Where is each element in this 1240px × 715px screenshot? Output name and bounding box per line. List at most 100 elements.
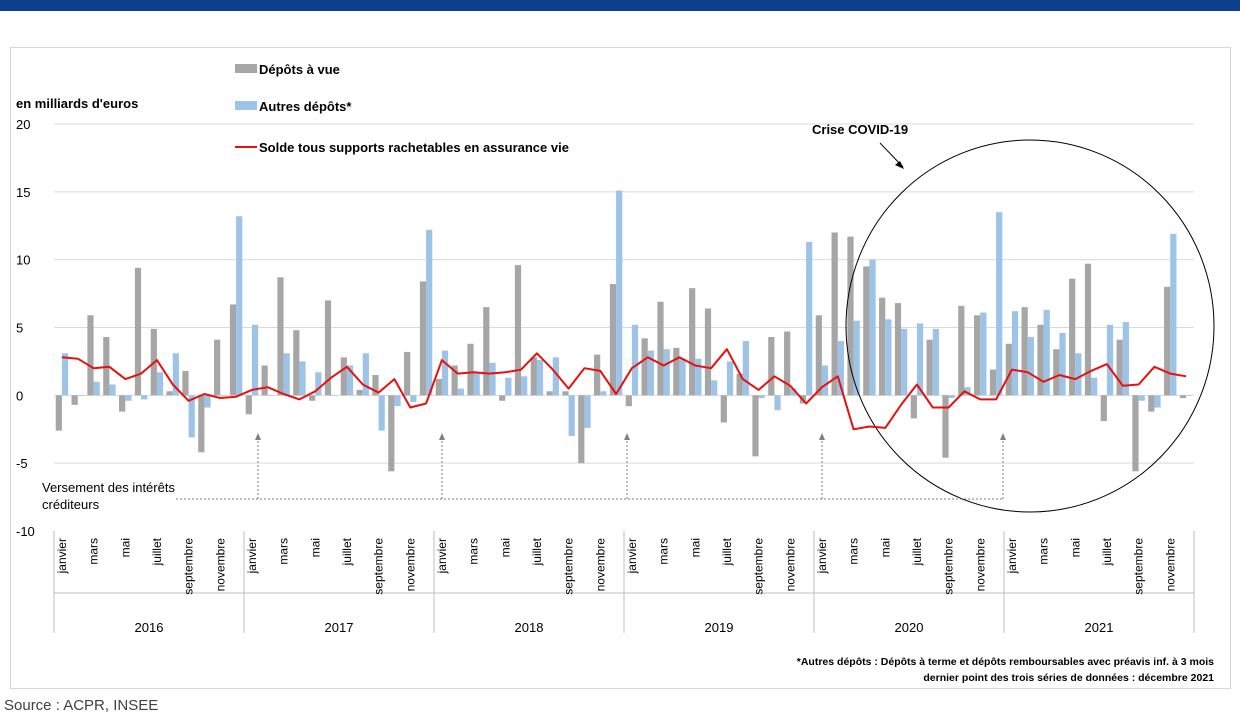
bar bbox=[879, 297, 886, 396]
bar bbox=[245, 395, 252, 415]
bar bbox=[299, 361, 306, 396]
legend-swatch bbox=[235, 64, 257, 73]
legend: Dépôts à vue Autres dépôts* Solde tous sup… bbox=[235, 62, 569, 155]
bar bbox=[236, 216, 243, 396]
month-label: septembre bbox=[372, 538, 386, 595]
bar bbox=[989, 369, 997, 396]
source-note: Source : ACPR, INSEE bbox=[4, 697, 159, 714]
line-series bbox=[61, 348, 1187, 431]
bar bbox=[742, 341, 749, 396]
bar bbox=[600, 391, 607, 396]
bar bbox=[625, 395, 632, 407]
bar bbox=[815, 315, 822, 396]
bar bbox=[1011, 311, 1019, 396]
bar bbox=[774, 395, 781, 411]
bar bbox=[996, 212, 1003, 396]
assurance-vie-line bbox=[61, 348, 1187, 431]
bar bbox=[251, 324, 259, 396]
bar bbox=[910, 395, 917, 419]
month-label: mai bbox=[308, 538, 322, 557]
month-label: septembre bbox=[562, 538, 576, 595]
bar bbox=[609, 284, 617, 396]
bar bbox=[568, 395, 575, 437]
bar bbox=[758, 395, 765, 399]
gridlines bbox=[54, 123, 1194, 464]
bar bbox=[1069, 278, 1076, 396]
bar bbox=[404, 351, 411, 396]
bar bbox=[562, 391, 569, 396]
annotations bbox=[176, 139, 1215, 513]
bar bbox=[1186, 395, 1193, 396]
month-label: juillet bbox=[530, 537, 544, 566]
month-label: janvier bbox=[1005, 538, 1019, 574]
y-tick-label: 5 bbox=[16, 321, 23, 336]
bar bbox=[467, 343, 474, 396]
month-label: janvier bbox=[815, 538, 829, 574]
bar bbox=[362, 353, 369, 396]
bar bbox=[530, 357, 537, 396]
bar bbox=[695, 358, 702, 396]
year-label: 2019 bbox=[705, 620, 734, 635]
bar bbox=[457, 388, 464, 396]
bar bbox=[1116, 339, 1123, 396]
bar bbox=[584, 395, 591, 428]
bar bbox=[324, 300, 332, 396]
bar bbox=[552, 357, 559, 396]
bar bbox=[736, 373, 743, 396]
interest-pointer-head bbox=[624, 433, 630, 440]
month-label: septembre bbox=[1132, 538, 1146, 595]
month-label: janvier bbox=[625, 538, 639, 574]
month-label: novembre bbox=[593, 538, 607, 592]
y-tick-label: -10 bbox=[16, 524, 35, 539]
bar bbox=[853, 320, 860, 396]
header-band bbox=[0, 0, 1240, 11]
bar bbox=[1164, 286, 1171, 396]
bar bbox=[1075, 353, 1082, 396]
chart-frame bbox=[10, 47, 1231, 689]
month-label: mars bbox=[657, 538, 671, 565]
bar bbox=[863, 266, 870, 396]
bar bbox=[784, 331, 791, 396]
bar bbox=[1148, 395, 1155, 412]
bar bbox=[451, 365, 458, 396]
month-label: mars bbox=[467, 538, 481, 565]
bar bbox=[673, 347, 680, 396]
bar bbox=[1059, 332, 1066, 396]
year-label: 2017 bbox=[325, 620, 354, 635]
legend-label: Solde tous supports rachetables en assur… bbox=[259, 140, 569, 155]
bar bbox=[726, 361, 734, 396]
bar bbox=[1106, 324, 1114, 396]
footnote-line2: dernier point des trois séries de donnée… bbox=[923, 672, 1214, 684]
y-tick-label: 10 bbox=[16, 253, 30, 268]
bar bbox=[1100, 395, 1107, 422]
bar bbox=[536, 360, 544, 396]
bar bbox=[869, 259, 876, 396]
bar bbox=[663, 349, 670, 396]
bar bbox=[435, 379, 442, 396]
bar bbox=[283, 353, 290, 396]
y-tick-label: 15 bbox=[16, 185, 30, 200]
month-label: juillet bbox=[720, 537, 734, 566]
bar bbox=[473, 372, 480, 396]
month-label: juillet bbox=[150, 537, 164, 566]
bar bbox=[1091, 377, 1098, 396]
bar bbox=[641, 338, 648, 396]
bar bbox=[594, 354, 601, 396]
bar bbox=[790, 388, 797, 396]
bar bbox=[847, 236, 854, 396]
interest-pointer-head bbox=[1000, 433, 1006, 440]
legend-swatch bbox=[235, 101, 257, 110]
bar bbox=[93, 381, 100, 396]
bar bbox=[752, 395, 759, 457]
month-label: mars bbox=[847, 538, 861, 565]
month-label: janvier bbox=[55, 538, 69, 574]
month-label: juillet bbox=[1100, 537, 1114, 566]
bar bbox=[156, 372, 164, 396]
month-label: novembre bbox=[213, 538, 227, 592]
interest-pointer-head bbox=[439, 433, 445, 440]
bar bbox=[172, 353, 179, 396]
bar bbox=[229, 304, 237, 396]
footnote-line1: *Autres dépôts : Dépôts à terme et dépôt… bbox=[797, 656, 1214, 668]
month-label: juillet bbox=[340, 537, 354, 566]
